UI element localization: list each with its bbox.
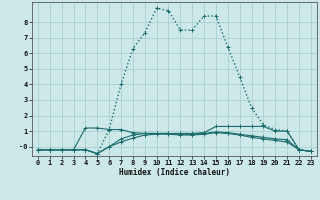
X-axis label: Humidex (Indice chaleur): Humidex (Indice chaleur)	[119, 168, 230, 177]
